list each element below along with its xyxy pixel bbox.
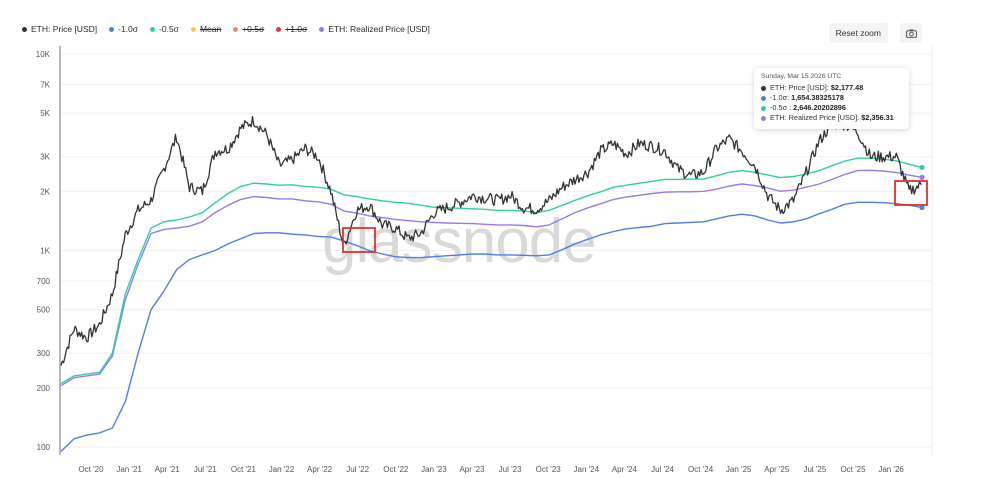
x-tick-label: Oct '25 (840, 465, 866, 474)
x-tick-label: Jan '24 (574, 465, 600, 474)
x-tick-label: Oct '24 (688, 465, 714, 474)
tooltip-date: Sunday, Mar 15 2026 UTC (761, 73, 842, 80)
tooltip-row-value: 1,654.38325178 (791, 93, 844, 102)
chart-legend: ETH: Price [USD] -1.0σ -0.5σ Mean +0.5σ +1.0σ… (22, 24, 430, 34)
x-tick-label: Jul '23 (499, 465, 522, 474)
x-tick-label: Apr '25 (764, 465, 790, 474)
glassnode-watermark: glassnode (322, 207, 596, 276)
y-tick-label: 500 (37, 306, 51, 315)
reset-zoom-button[interactable]: Reset zoom (828, 23, 888, 43)
legend-dot-icon (319, 26, 325, 32)
y-tick-label: 7K (40, 80, 50, 89)
legend-label: ETH: Realized Price [USD] (328, 24, 430, 34)
y-tick-label: 3K (40, 153, 50, 162)
hover-marker (919, 204, 925, 211)
tooltip-row-label: ETH: Realized Price [USD]: $2,356.31 (770, 113, 894, 122)
x-tick-label: Apr '24 (612, 465, 638, 474)
y-tick-label: 1K (40, 247, 50, 256)
x-tick-label: Apr '21 (155, 465, 181, 474)
x-tick-label: Jul '21 (194, 465, 217, 474)
x-tick-label: Jan '23 (421, 465, 447, 474)
x-tick-label: Jan '26 (878, 465, 904, 474)
x-tick-label: Jul '22 (346, 465, 369, 474)
legend-dot-icon (109, 26, 115, 32)
x-tick-label: Oct '20 (78, 465, 104, 474)
series-line-eth-price-usd-[interactable] (60, 115, 923, 366)
legend-label: +0.5σ (242, 24, 265, 34)
chart-tooltip: Sunday, Mar 15 2026 UTC ETH: Price [USD]… (754, 68, 909, 129)
series-line-eth-realized-price-usd-[interactable] (60, 169, 923, 387)
legend-item[interactable]: -1.0σ (109, 24, 138, 34)
tooltip-row: -0.5σ : 2,646.20202896 (761, 103, 902, 113)
tooltip-row: -1.0σ: 1,654.38325178 (761, 93, 902, 103)
y-tick-label: 200 (37, 384, 51, 393)
hover-marker (919, 174, 925, 180)
x-tick-label: Jan '21 (116, 465, 142, 474)
tooltip-row-value: 2,646.20202896 (793, 103, 846, 112)
legend-item[interactable]: Mean (190, 24, 222, 34)
tooltip-row-label: -1.0σ: 1,654.38325178 (770, 93, 844, 102)
legend-dot-icon (233, 26, 239, 32)
screenshot-button[interactable] (900, 23, 922, 43)
highlight-box-mar-26 (894, 180, 928, 206)
chart-toolbar: Reset zoom (828, 23, 922, 43)
x-tick-label: Oct '23 (536, 465, 562, 474)
tooltip-row: ETH: Price [USD]: $2,177.48 (761, 83, 902, 93)
y-tick-label: 5K (40, 109, 50, 118)
legend-label: -1.0σ (118, 24, 139, 34)
y-tick-label: 100 (37, 443, 51, 452)
tooltip-row-value: $2,177.48 (830, 83, 864, 92)
y-tick-label: 2K (40, 187, 50, 196)
tooltip-row-value: $2,356.31 (861, 113, 894, 122)
hover-marker (919, 164, 925, 171)
legend-dot-icon (150, 26, 156, 32)
tooltip-row: ETH: Realized Price [USD]: $2,356.31 (761, 113, 902, 123)
y-tick-label: 10K (36, 50, 51, 59)
series-line--0-5-[interactable] (60, 157, 923, 385)
series-dot-icon (761, 105, 766, 111)
legend-dot-icon (190, 26, 196, 32)
legend-item[interactable]: ETH: Price [USD] (22, 24, 97, 34)
x-tick-label: Oct '22 (383, 465, 409, 474)
y-tick-label: 700 (37, 277, 51, 286)
x-tick-label: Jul '25 (803, 465, 826, 474)
highlight-box-jul-22 (342, 227, 376, 253)
series-dot-icon (761, 95, 766, 101)
legend-dot-icon (22, 26, 27, 32)
legend-item[interactable]: +0.5σ (233, 24, 264, 34)
legend-label: Mean (199, 24, 222, 34)
x-tick-label: Apr '23 (459, 465, 485, 474)
x-tick-label: Jul '24 (651, 465, 674, 474)
legend-label: ETH: Price [USD] (31, 24, 98, 34)
camera-icon (905, 29, 917, 38)
tooltip-row-label: ETH: Price [USD]: $2,177.48 (770, 83, 864, 92)
series-line--1-0-[interactable] (60, 201, 923, 452)
legend-label: -0.5σ (159, 24, 179, 34)
legend-item[interactable]: -0.5σ (150, 24, 179, 34)
series-dot-icon (761, 115, 766, 121)
x-tick-label: Jan '22 (269, 465, 295, 474)
y-tick-label: 300 (37, 349, 51, 358)
legend-label: +1.0σ (285, 24, 308, 34)
x-tick-label: Jan '25 (726, 465, 752, 474)
x-tick-label: Oct '21 (231, 465, 257, 474)
series-dot-icon (761, 85, 766, 91)
legend-item[interactable]: +1.0σ (276, 24, 307, 34)
x-tick-label: Apr '22 (307, 465, 333, 474)
legend-dot-icon (276, 26, 282, 32)
tooltip-row-label: -0.5σ : 2,646.20202896 (770, 103, 846, 112)
legend-item[interactable]: ETH: Realized Price [USD] (319, 24, 430, 34)
